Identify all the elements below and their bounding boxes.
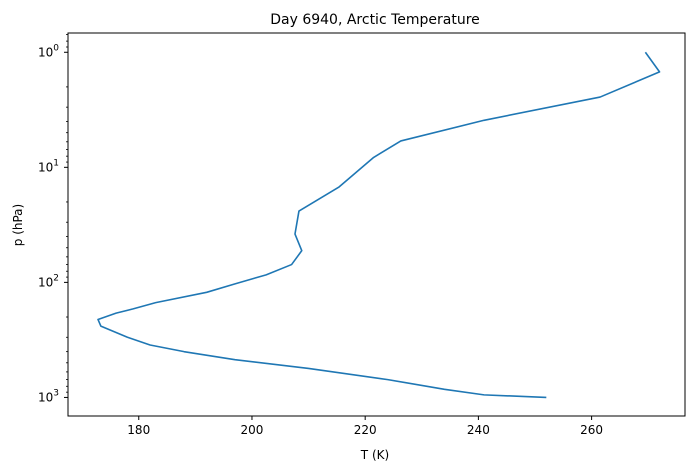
- x-tick-label: 200: [241, 423, 264, 437]
- series-line-0: [97, 51, 661, 399]
- x-tick-label: 220: [354, 423, 377, 437]
- x-axis-label: T (K): [360, 448, 389, 462]
- chart-title: Day 6940, Arctic Temperature: [270, 12, 480, 28]
- x-tick-label: 260: [580, 423, 603, 437]
- x-axis-ticks: 180 200 220 240 260: [127, 416, 603, 437]
- series-layer: [97, 51, 661, 399]
- plot-frame: [67, 32, 686, 417]
- y-axis-minor-ticks: [66, 34, 68, 393]
- x-tick-label: 240: [467, 423, 490, 437]
- y-axis-label: p (hPa): [11, 204, 25, 246]
- x-tick-label: 180: [127, 423, 150, 437]
